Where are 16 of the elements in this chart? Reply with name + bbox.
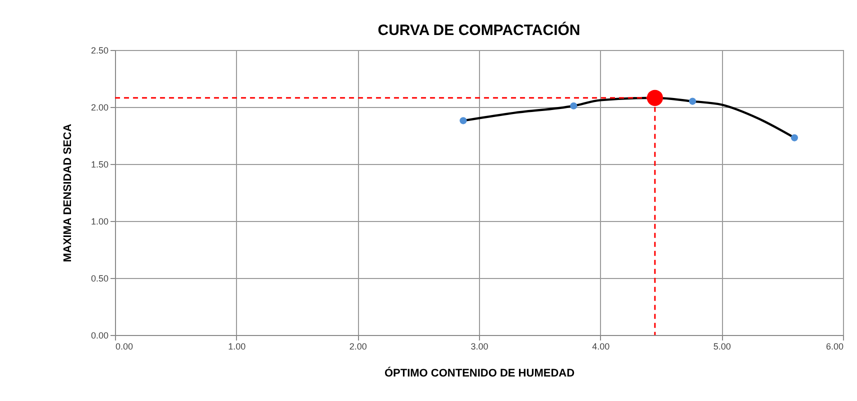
y-tick-label: 1.50 bbox=[90, 160, 108, 170]
x-axis-title: ÓPTIMO CONTENIDO DE HUMEDAD bbox=[384, 366, 575, 380]
y-tick-label: 2.00 bbox=[90, 102, 108, 112]
y-tick-label: 0.00 bbox=[90, 330, 108, 340]
y-tick-label: 2.50 bbox=[90, 46, 108, 56]
x-tick-label: 3.00 bbox=[470, 342, 488, 352]
x-tick-label: 5.00 bbox=[713, 342, 731, 352]
x-tick-label: 0.00 bbox=[116, 342, 134, 352]
y-tick-label: 1.00 bbox=[90, 216, 108, 226]
chart-title: CURVA DE COMPACTACIÓN bbox=[378, 21, 580, 39]
y-tick-label: 0.50 bbox=[90, 274, 108, 284]
x-tick-label: 6.00 bbox=[826, 342, 844, 352]
x-tick-label: 2.00 bbox=[349, 342, 367, 352]
x-tick-label: 4.00 bbox=[592, 342, 610, 352]
x-tick-label: 1.00 bbox=[228, 342, 246, 352]
y-axis-title: MAXIMA DENSIDAD SECA bbox=[62, 124, 74, 262]
